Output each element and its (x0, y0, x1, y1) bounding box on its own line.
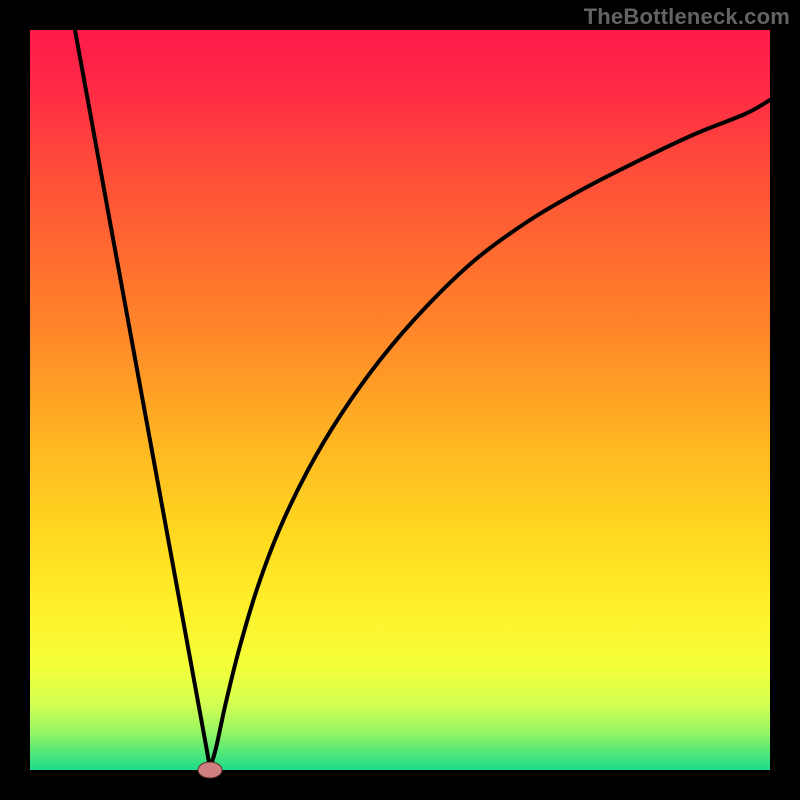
bottleneck-chart (0, 0, 800, 800)
minimum-marker (198, 762, 222, 778)
chart-stage: TheBottleneck.com (0, 0, 800, 800)
